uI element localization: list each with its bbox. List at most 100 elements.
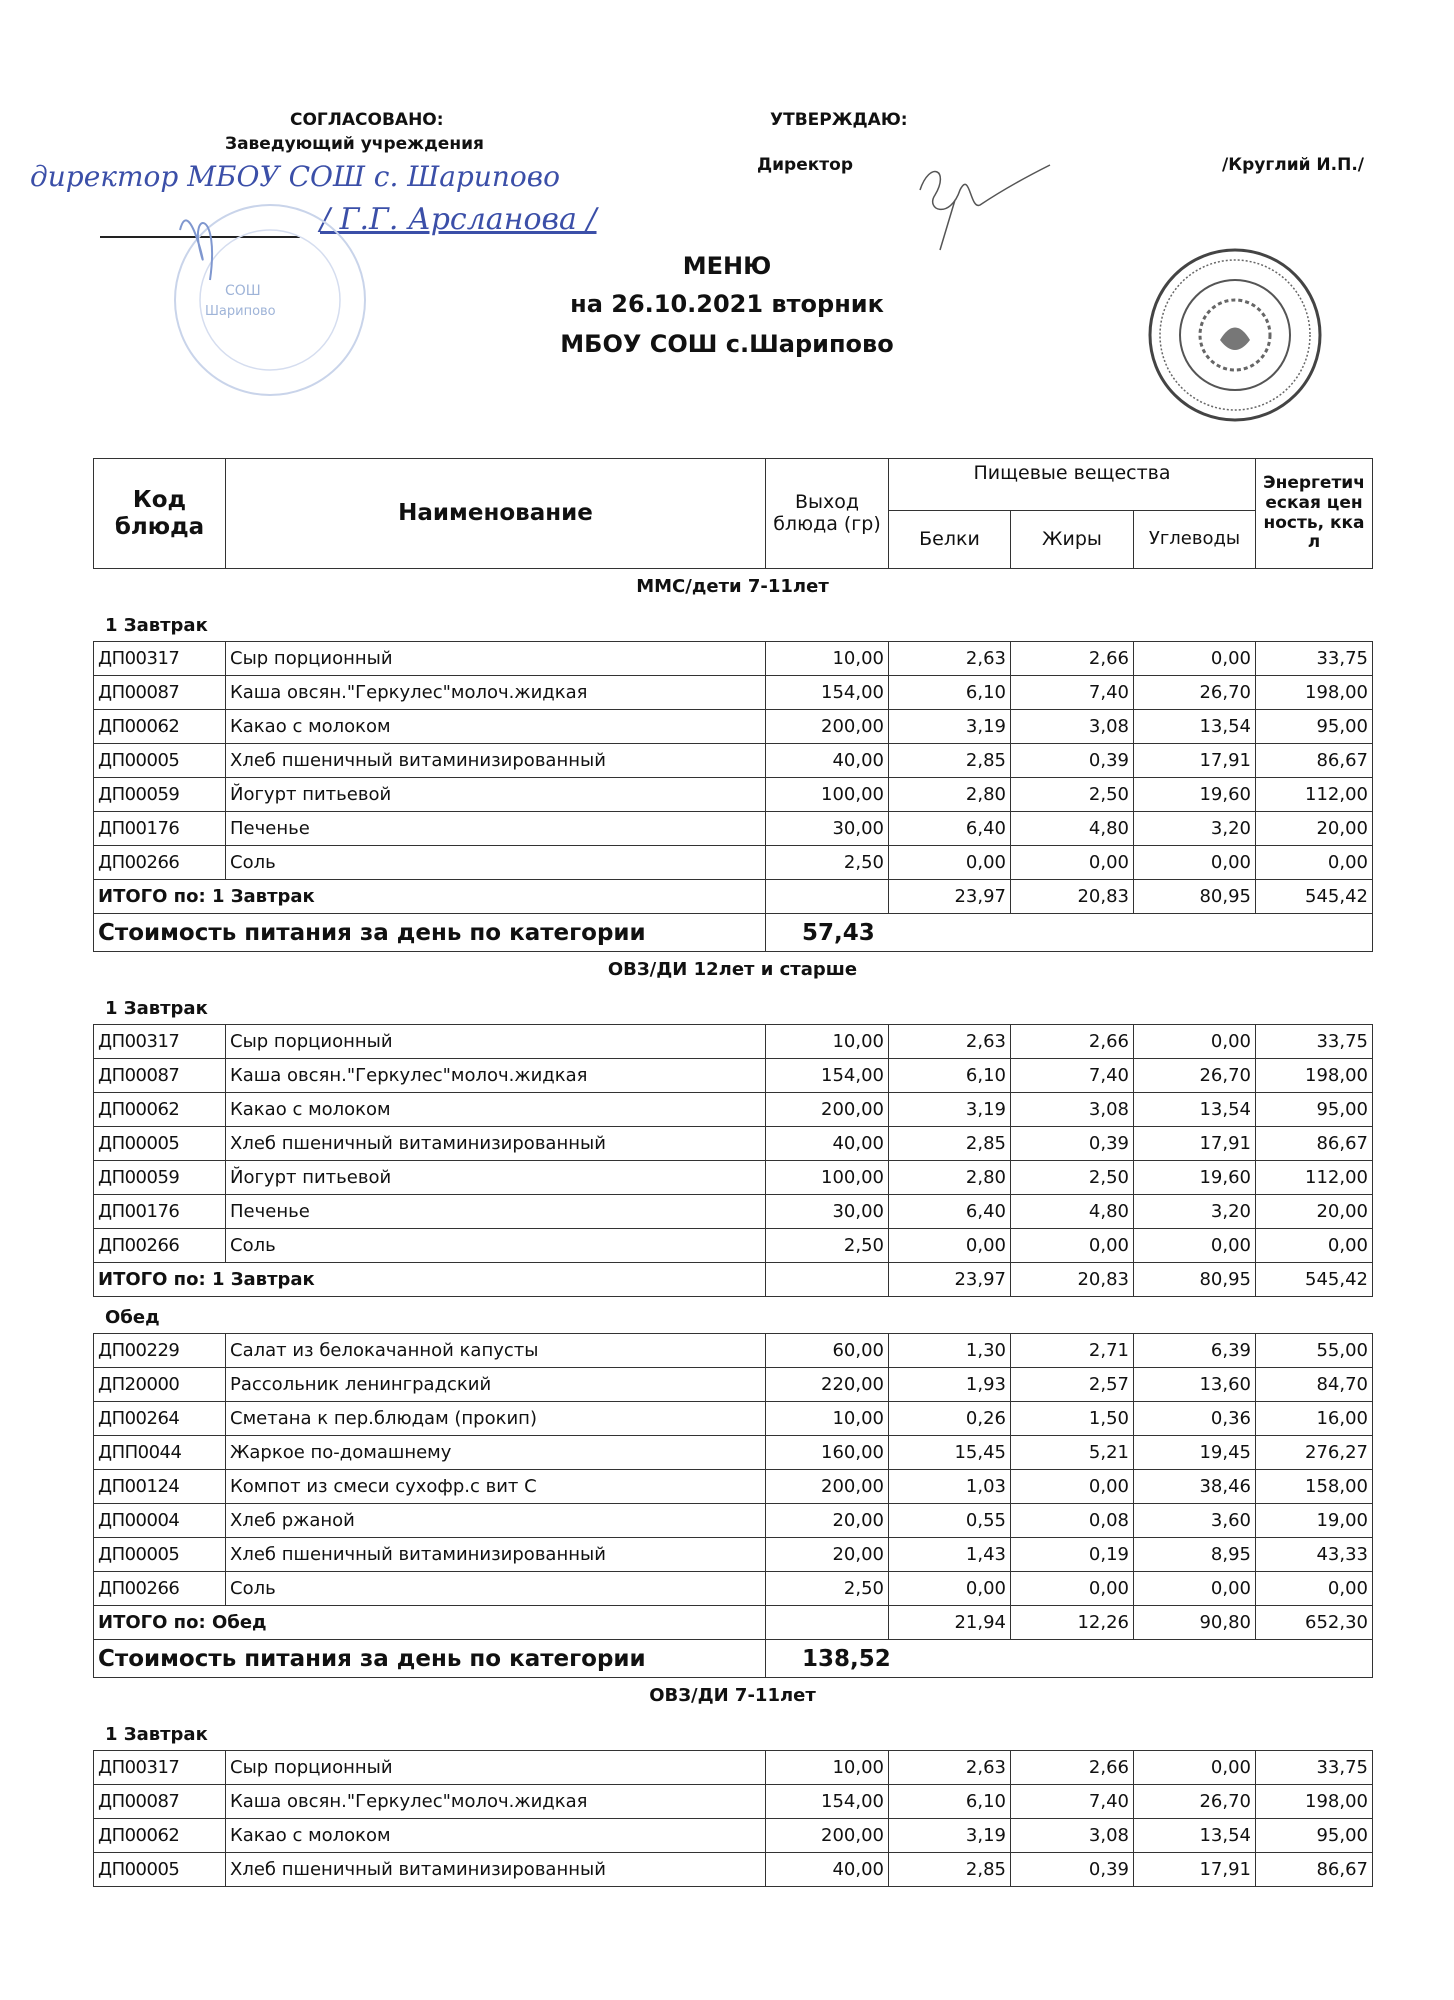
dish-fat: 2,66 [1010, 1750, 1134, 1785]
dish-fat: 3,08 [1010, 1818, 1134, 1853]
dish-yield: 10,00 [765, 1024, 889, 1059]
header-carbs: Углеводы [1132, 510, 1257, 569]
handwritten-position: директор МБОУ СОШ с. Шарипово [30, 160, 560, 193]
dish-protein: 1,03 [888, 1469, 1011, 1504]
table-row: ДП00005 Хлеб пшеничный витаминизированный… [93, 1537, 1373, 1572]
dish-code: ДП00266 [93, 845, 226, 880]
approval-right-position: Директор [757, 155, 853, 175]
dish-fat: 2,66 [1010, 1024, 1134, 1059]
dish-yield: 200,00 [765, 1469, 889, 1504]
dish-code: ДП00317 [93, 1750, 226, 1785]
table-row: ДП00317 Сыр порционный 10,00 2,63 2,66 0,00 33… [93, 641, 1373, 676]
dish-yield: 200,00 [765, 709, 889, 744]
dish-energy: 33,75 [1255, 1750, 1373, 1785]
dish-fat: 7,40 [1010, 1784, 1134, 1819]
total-value: 21,94 [888, 1605, 1011, 1640]
dish-energy: 112,00 [1255, 1160, 1373, 1195]
cost-value: 57,43 [765, 913, 1373, 952]
dish-protein: 6,10 [888, 675, 1011, 710]
dish-protein: 3,19 [888, 1818, 1011, 1853]
dish-fat: 2,57 [1010, 1367, 1134, 1402]
dish-energy: 86,67 [1255, 1126, 1373, 1161]
dish-name: Соль [225, 845, 766, 880]
dish-carbs: 17,91 [1133, 1126, 1256, 1161]
table-row: ДП00062 Какао с молоком 200,00 3,19 3,08 13,5… [93, 1092, 1373, 1127]
dish-fat: 1,50 [1010, 1401, 1134, 1436]
dish-yield: 100,00 [765, 777, 889, 812]
left-stamp-icon: СОШ Шарипово [174, 204, 366, 396]
dish-yield: 40,00 [765, 1126, 889, 1161]
dish-yield: 30,00 [765, 811, 889, 846]
total-empty-cell [765, 1605, 889, 1640]
dish-fat: 0,00 [1010, 1469, 1134, 1504]
table-row: ДП00124 Компот из смеси сухофр.с вит С 200… [93, 1469, 1373, 1504]
meal-table: ДП00317 Сыр порционный 10,00 2,63 2,66 0,00 33… [93, 641, 1373, 952]
dish-yield: 10,00 [765, 641, 889, 676]
menu-title: МЕНЮ [682, 252, 772, 280]
menu-sections: ММС/дети 7-11лет 1 Завтрак ДП00317 Сыр порц… [93, 569, 1373, 1887]
table-row: ДП00062 Какао с молоком 200,00 3,19 3,08 13,5… [93, 709, 1373, 744]
dish-carbs: 26,70 [1133, 675, 1256, 710]
dish-protein: 15,45 [888, 1435, 1011, 1470]
total-value: 23,97 [888, 879, 1011, 914]
table-row: ДП00087 Каша овсян."Геркулес"молоч.жидкая… [93, 1784, 1373, 1819]
dish-energy: 158,00 [1255, 1469, 1373, 1504]
dish-fat: 0,39 [1010, 1852, 1134, 1887]
dish-code: ДП20000 [93, 1367, 226, 1402]
dish-code: ДП00229 [93, 1333, 226, 1368]
dish-fat: 7,40 [1010, 1058, 1134, 1093]
dish-yield: 154,00 [765, 1058, 889, 1093]
director-signature-icon [919, 164, 1051, 251]
dish-energy: 198,00 [1255, 675, 1373, 710]
dish-name: Какао с молоком [225, 709, 766, 744]
total-value: 545,42 [1255, 879, 1373, 914]
dish-code: ДП00124 [93, 1469, 226, 1504]
dish-protein: 6,40 [888, 1194, 1011, 1229]
total-value: 545,42 [1255, 1262, 1373, 1297]
dish-carbs: 19,60 [1133, 1160, 1256, 1195]
table-row: ДП00059 Йогурт питьевой 100,00 2,80 2,50 19,6… [93, 1160, 1373, 1195]
header-nutrients: Пищевые вещества [887, 458, 1257, 511]
dish-name: Хлеб пшеничный витаминизированный [225, 1852, 766, 1887]
meal-label: 1 Завтрак [105, 615, 208, 636]
dish-yield: 20,00 [765, 1503, 889, 1538]
dish-protein: 2,63 [888, 1024, 1011, 1059]
stamp-text: СОШ [225, 283, 261, 299]
dish-protein: 2,80 [888, 1160, 1011, 1195]
approval-left-position: Заведующий учреждения [225, 134, 484, 154]
dish-fat: 4,80 [1010, 1194, 1134, 1229]
official-seal-icon [1148, 248, 1322, 422]
dish-carbs: 3,20 [1133, 811, 1256, 846]
meal-label: 1 Завтрак [105, 1724, 208, 1745]
dish-carbs: 26,70 [1133, 1784, 1256, 1819]
dish-fat: 2,71 [1010, 1333, 1134, 1368]
header-fat: Жиры [1010, 510, 1134, 569]
meal-table: ДП00317 Сыр порционный 10,00 2,63 2,66 0,00 33… [93, 1024, 1373, 1297]
stamp-text-village: Шарипово [205, 304, 276, 319]
dish-yield: 2,50 [765, 1571, 889, 1606]
table-row: ДП00264 Сметана к пер.блюдам (прокип) 10,0… [93, 1401, 1373, 1436]
total-value: 80,95 [1133, 879, 1256, 914]
dish-name: Соль [225, 1571, 766, 1606]
dish-energy: 33,75 [1255, 641, 1373, 676]
table-row: ДП00176 Печенье 30,00 6,40 4,80 3,20 20,00 [93, 811, 1373, 846]
dish-protein: 2,63 [888, 1750, 1011, 1785]
dish-carbs: 13,60 [1133, 1367, 1256, 1402]
table-row: ДП00317 Сыр порционный 10,00 2,63 2,66 0,00 33… [93, 1024, 1373, 1059]
dish-fat: 2,50 [1010, 777, 1134, 812]
table-row: ДП00266 Соль 2,50 0,00 0,00 0,00 0,00 [93, 1571, 1373, 1606]
cost-row: Стоимость питания за день по категории 5… [93, 913, 1373, 952]
dish-fat: 0,08 [1010, 1503, 1134, 1538]
dish-energy: 20,00 [1255, 1194, 1373, 1229]
table-row: ДП00005 Хлеб пшеничный витаминизированный… [93, 743, 1373, 778]
dish-name: Каша овсян."Геркулес"молоч.жидкая [225, 1058, 766, 1093]
school-name: МБОУ СОШ с.Шарипово [560, 330, 894, 358]
table-row: ДП20000 Рассольник ленинградский 220,00 1,9… [93, 1367, 1373, 1402]
dish-yield: 30,00 [765, 1194, 889, 1229]
dish-protein: 6,10 [888, 1784, 1011, 1819]
dish-energy: 95,00 [1255, 709, 1373, 744]
dish-protein: 0,00 [888, 1571, 1011, 1606]
dish-code: ДП00176 [93, 811, 226, 846]
table-row: ДП00266 Соль 2,50 0,00 0,00 0,00 0,00 [93, 1228, 1373, 1263]
dish-yield: 220,00 [765, 1367, 889, 1402]
